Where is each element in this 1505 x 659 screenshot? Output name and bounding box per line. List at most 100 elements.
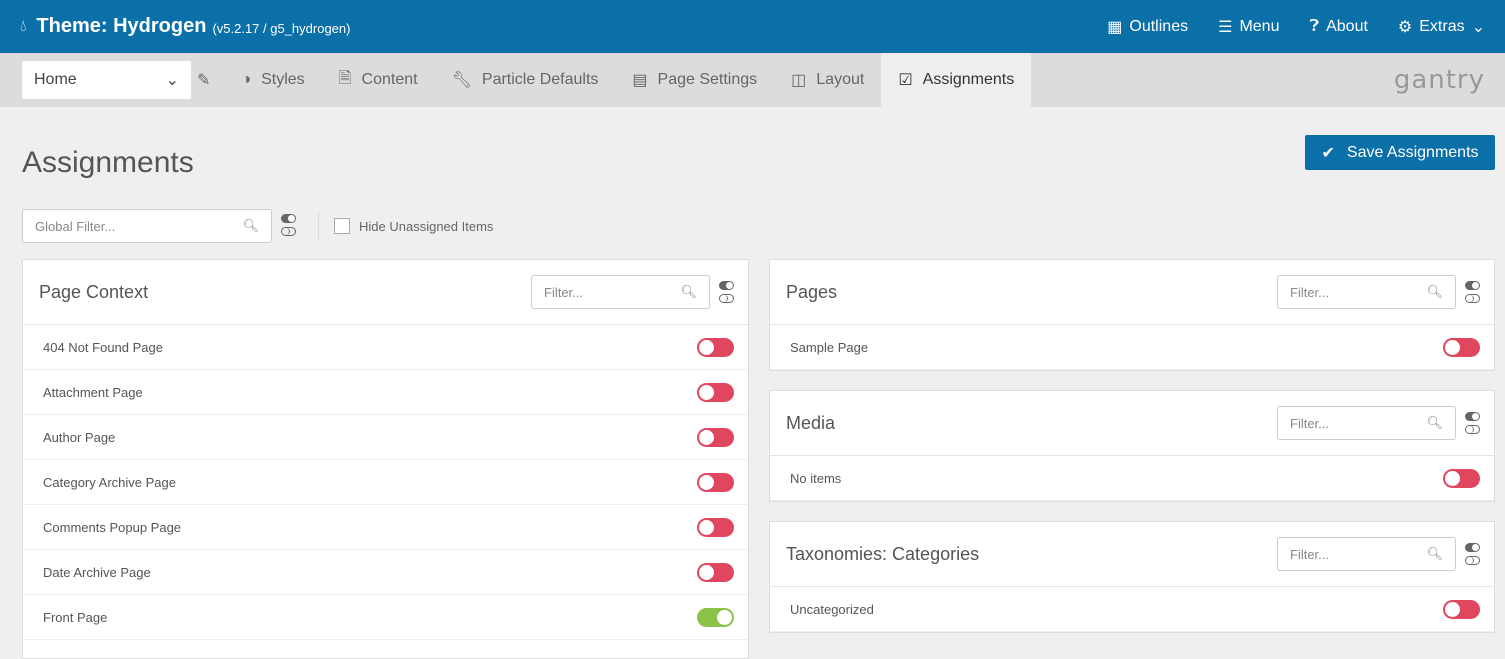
theme-title: Theme: Hydrogen (36, 15, 207, 37)
panel-header: Pages Filter... 🔍︎ (770, 260, 1494, 325)
panel-header: Taxonomies: Categories Filter... 🔍︎ (770, 522, 1494, 587)
hide-unassigned-label: Hide Unassigned Items (359, 218, 494, 234)
toggle-on-icon[interactable] (281, 214, 296, 223)
panel-title: Taxonomies: Categories (786, 543, 980, 564)
filter-placeholder: Filter... (1290, 415, 1330, 431)
item-label: Front Page (43, 609, 108, 625)
tab-label: Page Settings (657, 71, 758, 88)
assignment-toggle[interactable] (697, 562, 734, 582)
toggle-on-icon[interactable] (719, 281, 734, 290)
panel-filter-input[interactable]: Filter... 🔍︎ (1277, 275, 1456, 309)
panel-header: Page Context Filter... 🔍︎ (23, 260, 748, 325)
list-item: Attachment Page (23, 370, 748, 415)
list-item: Author Page (23, 415, 748, 460)
toggle-on-icon[interactable] (1465, 412, 1480, 421)
nav-menu[interactable]: ☰ Menu (1218, 17, 1279, 37)
panel-page-context: Page Context Filter... 🔍︎ 404 Not Found P… (22, 259, 749, 659)
panel-filter-input[interactable]: Filter... 🔍︎ (1277, 537, 1456, 571)
toggle-off-icon[interactable] (1465, 294, 1480, 303)
item-label: Uncategorized (790, 601, 874, 617)
chevron-down-icon: ⌄ (165, 72, 179, 89)
toggle-on-icon[interactable] (1465, 281, 1480, 290)
assignment-toggle[interactable] (697, 427, 734, 447)
list-item: Front Page (23, 595, 748, 640)
chevron-down-icon: ⌄ (1471, 18, 1485, 36)
toolbar: Home ⌄ ✎ ◑ Styles 🗎︎ Content 🔧︎ Particle Def… (0, 53, 1505, 107)
toggle-off-icon[interactable] (281, 227, 296, 236)
document-icon: 🗎︎ (338, 69, 352, 87)
page-title: Assignments (22, 146, 194, 179)
toggle-on-icon[interactable] (1465, 543, 1480, 552)
item-label: No items (790, 470, 842, 486)
assignment-toggle[interactable] (697, 337, 734, 357)
tab-label: Assignments (922, 71, 1015, 88)
panel-title: Media (786, 412, 836, 433)
toggle-all[interactable] (281, 214, 296, 236)
tab-styles[interactable]: ◑ Styles (224, 53, 321, 107)
tab-page-settings[interactable]: ▤ Page Settings (615, 53, 774, 107)
item-label: Comments Popup Page (43, 519, 182, 535)
gantry-logo: gantry (1393, 65, 1485, 95)
list-item: Sample Page (770, 325, 1494, 370)
nav-label: About (1326, 17, 1368, 35)
nav-outlines[interactable]: ▦ Outlines (1107, 17, 1188, 37)
assignment-toggle[interactable] (697, 472, 734, 492)
tab-content[interactable]: 🗎︎ Content (322, 53, 435, 107)
question-icon: ❓︎ (1309, 17, 1320, 35)
panel-toggle-all[interactable] (1465, 412, 1480, 434)
hide-unassigned[interactable]: Hide Unassigned Items (334, 218, 493, 234)
tab-particle-defaults[interactable]: 🔧︎ Particle Defaults (435, 53, 616, 107)
tab-label: Layout (816, 71, 865, 88)
panel-media: Media Filter... 🔍︎ No items (769, 390, 1495, 502)
theme-version: (v5.2.17 / g5_hydrogen) (212, 20, 351, 36)
item-label: Sample Page (790, 339, 869, 355)
panel-categories: Taxonomies: Categories Filter... 🔍︎ Uncat… (769, 521, 1495, 633)
assignment-toggle[interactable] (697, 382, 734, 402)
toggle-off-icon[interactable] (719, 294, 734, 303)
tab-label: Content (361, 71, 418, 88)
assignment-toggle[interactable] (1443, 599, 1480, 619)
assignment-toggle[interactable] (1443, 337, 1480, 357)
panel-toggle-all[interactable] (1465, 543, 1480, 565)
item-label: Attachment Page (43, 384, 143, 400)
nav-label: Menu (1239, 17, 1280, 35)
item-label: Date Archive Page (43, 564, 151, 580)
wrench-icon: 🔧︎ (451, 72, 472, 89)
nav-label: Extras (1419, 17, 1465, 35)
list-item: Category Archive Page (23, 460, 748, 505)
item-label: Category Archive Page (43, 474, 176, 490)
panel-title: Page Context (39, 281, 149, 302)
nav-about[interactable]: ❓︎ About (1309, 17, 1367, 37)
assignment-toggle[interactable] (1443, 468, 1480, 488)
tab-assignments[interactable]: ☑ Assignments (881, 53, 1032, 107)
outline-value: Home (34, 71, 77, 88)
tab-layout[interactable]: ◫ Layout (774, 53, 881, 107)
list-item: 404 Not Found Page (23, 325, 748, 370)
hide-unassigned-checkbox[interactable] (334, 218, 350, 234)
bars-icon: ☰ (1218, 18, 1233, 36)
assignment-toggle[interactable] (697, 517, 734, 537)
pencil-icon[interactable]: ✎ (197, 72, 211, 89)
assignment-toggle[interactable] (697, 607, 734, 627)
panel-filter-input[interactable]: Filter... 🔍︎ (1277, 406, 1456, 440)
toggle-off-icon[interactable] (1465, 556, 1480, 565)
list-item: No items (770, 456, 1494, 501)
search-icon: 🔍︎ (1426, 415, 1443, 430)
list-icon: ▤ (632, 72, 648, 89)
panel-toggle-all[interactable] (719, 281, 734, 303)
panel-filter-input[interactable]: Filter... 🔍︎ (531, 275, 710, 309)
global-filter-input[interactable]: Global Filter... 🔍︎ (22, 209, 272, 243)
save-assignments-button[interactable]: ✔ Save Assignments (1305, 135, 1495, 170)
nav-extras[interactable]: ⚙ Extras ⌄ (1398, 17, 1485, 37)
toggle-off-icon[interactable] (1465, 425, 1480, 434)
search-icon: 🔍︎ (1426, 284, 1443, 299)
contrast-icon: ◑ (241, 71, 252, 88)
check-icon: ✔ (1321, 144, 1335, 162)
tab-label: Styles (261, 71, 305, 88)
filter-placeholder: Filter... (544, 284, 584, 300)
outline-select[interactable]: Home ⌄ (22, 61, 191, 99)
grid-icon: ▦ (1107, 18, 1123, 36)
panel-toggle-all[interactable] (1465, 281, 1480, 303)
nav-label: Outlines (1129, 17, 1189, 35)
save-label: Save Assignments (1346, 143, 1479, 161)
